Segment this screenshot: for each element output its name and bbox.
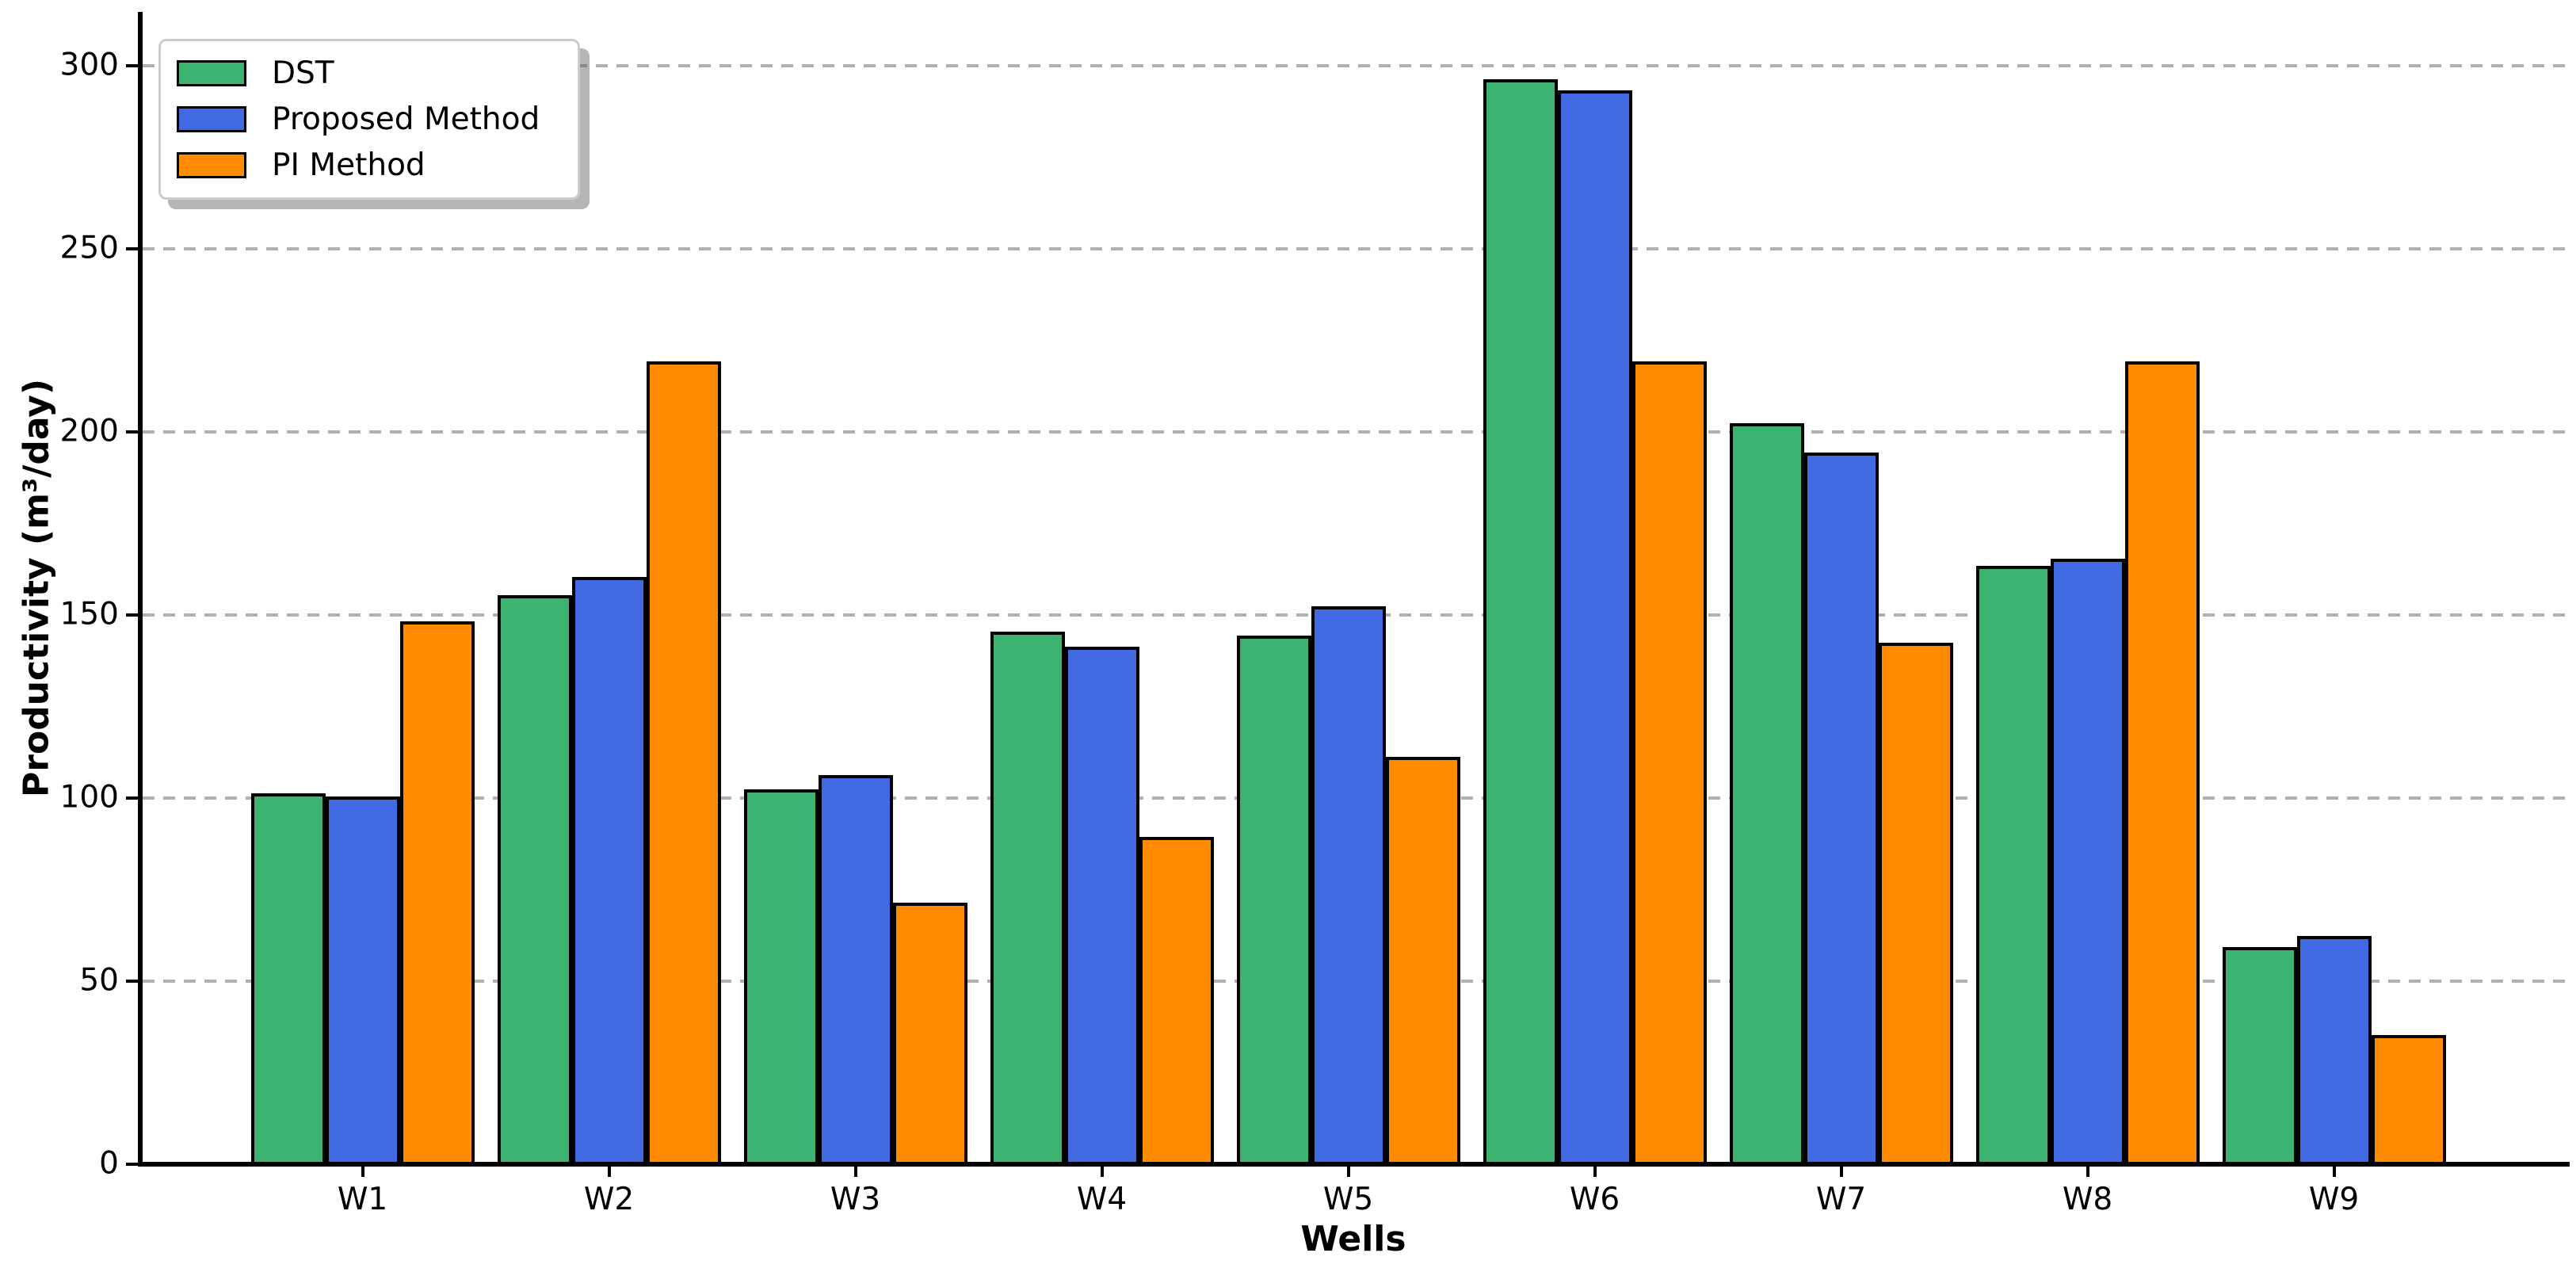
bar-proposed-method-W7 <box>1803 453 1879 1167</box>
y-tick-0 <box>126 1163 138 1166</box>
bar-pi-method-W9 <box>2371 1035 2446 1167</box>
x-tick-W2 <box>607 1167 611 1177</box>
legend-item-dst: DST <box>177 55 559 91</box>
gridline-y300 <box>143 64 2567 67</box>
x-tick-label-W5: W5 <box>1322 1182 1374 1217</box>
y-tick-label-150: 150 <box>59 596 119 632</box>
bar-proposed-method-W2 <box>571 577 647 1167</box>
bar-pi-method-W5 <box>1385 757 1460 1167</box>
bar-proposed-method-W9 <box>2296 936 2372 1167</box>
x-tick-W1 <box>361 1167 364 1177</box>
x-axis-spine <box>138 1162 2570 1167</box>
x-tick-label-W9: W9 <box>2308 1182 2360 1217</box>
y-tick-label-250: 250 <box>59 230 119 266</box>
bar-pi-method-W7 <box>1878 643 1953 1167</box>
x-tick-W8 <box>2086 1167 2089 1177</box>
y-tick-300 <box>126 64 138 67</box>
bar-pi-method-W8 <box>2124 361 2200 1167</box>
bar-dst-W6 <box>1483 79 1558 1167</box>
x-tick-label-W1: W1 <box>337 1182 388 1217</box>
y-tick-label-0: 0 <box>99 1145 119 1182</box>
bar-pi-method-W1 <box>399 621 475 1167</box>
bar-proposed-method-W4 <box>1064 647 1139 1167</box>
bar-proposed-method-W6 <box>1557 90 1632 1167</box>
bar-dst-W4 <box>990 632 1065 1167</box>
x-tick-label-W2: W2 <box>583 1182 635 1217</box>
x-tick-W6 <box>1593 1167 1597 1177</box>
x-tick-label-W3: W3 <box>830 1182 881 1217</box>
legend-label-dst: DST <box>272 55 334 91</box>
gridline-y200 <box>143 430 2567 434</box>
legend-label-proposed-method: Proposed Method <box>272 101 540 137</box>
bar-proposed-method-W8 <box>2050 559 2125 1167</box>
x-tick-W4 <box>1100 1167 1104 1177</box>
y-tick-50 <box>126 980 138 983</box>
y-tick-200 <box>126 430 138 434</box>
y-tick-label-50: 50 <box>79 962 119 999</box>
x-tick-W7 <box>1839 1167 1843 1177</box>
bar-dst-W3 <box>743 789 819 1167</box>
bar-pi-method-W2 <box>646 361 721 1167</box>
x-tick-label-W6: W6 <box>1569 1182 1620 1217</box>
legend-label-pi-method: PI Method <box>272 147 426 183</box>
bar-dst-W1 <box>250 793 326 1167</box>
bar-pi-method-W4 <box>1139 837 1214 1167</box>
x-tick-label-W7: W7 <box>1815 1182 1867 1217</box>
y-tick-150 <box>126 613 138 617</box>
y-tick-250 <box>126 247 138 250</box>
bar-dst-W5 <box>1236 636 1311 1167</box>
legend-swatch-pi-method <box>177 152 246 178</box>
legend-swatch-proposed-method <box>177 106 246 132</box>
bar-dst-W9 <box>2222 947 2297 1167</box>
x-tick-label-W8: W8 <box>2062 1182 2113 1217</box>
bar-pi-method-W3 <box>892 903 967 1167</box>
y-axis-spine <box>138 12 143 1167</box>
gridline-y250 <box>143 247 2567 250</box>
bar-proposed-method-W5 <box>1311 606 1386 1167</box>
legend-item-proposed-method: Proposed Method <box>177 101 559 137</box>
bar-pi-method-W6 <box>1631 361 1707 1167</box>
x-tick-W9 <box>2332 1167 2336 1177</box>
y-tick-label-300: 300 <box>59 47 119 83</box>
x-tick-label-W4: W4 <box>1076 1182 1128 1217</box>
x-axis-title: Wells <box>1300 1219 1406 1259</box>
legend-item-pi-method: PI Method <box>177 147 559 183</box>
y-tick-label-100: 100 <box>59 779 119 816</box>
bar-proposed-method-W3 <box>818 775 893 1167</box>
x-tick-W5 <box>1346 1167 1350 1177</box>
legend: DST Proposed Method PI Method <box>158 39 580 200</box>
y-tick-100 <box>126 796 138 800</box>
bar-dst-W8 <box>1975 566 2051 1167</box>
y-tick-label-200: 200 <box>59 413 119 449</box>
bar-proposed-method-W1 <box>325 796 400 1167</box>
x-tick-W3 <box>853 1167 857 1177</box>
bar-dst-W2 <box>497 595 572 1167</box>
bar-dst-W7 <box>1729 423 1804 1167</box>
legend-swatch-dst <box>177 60 246 86</box>
